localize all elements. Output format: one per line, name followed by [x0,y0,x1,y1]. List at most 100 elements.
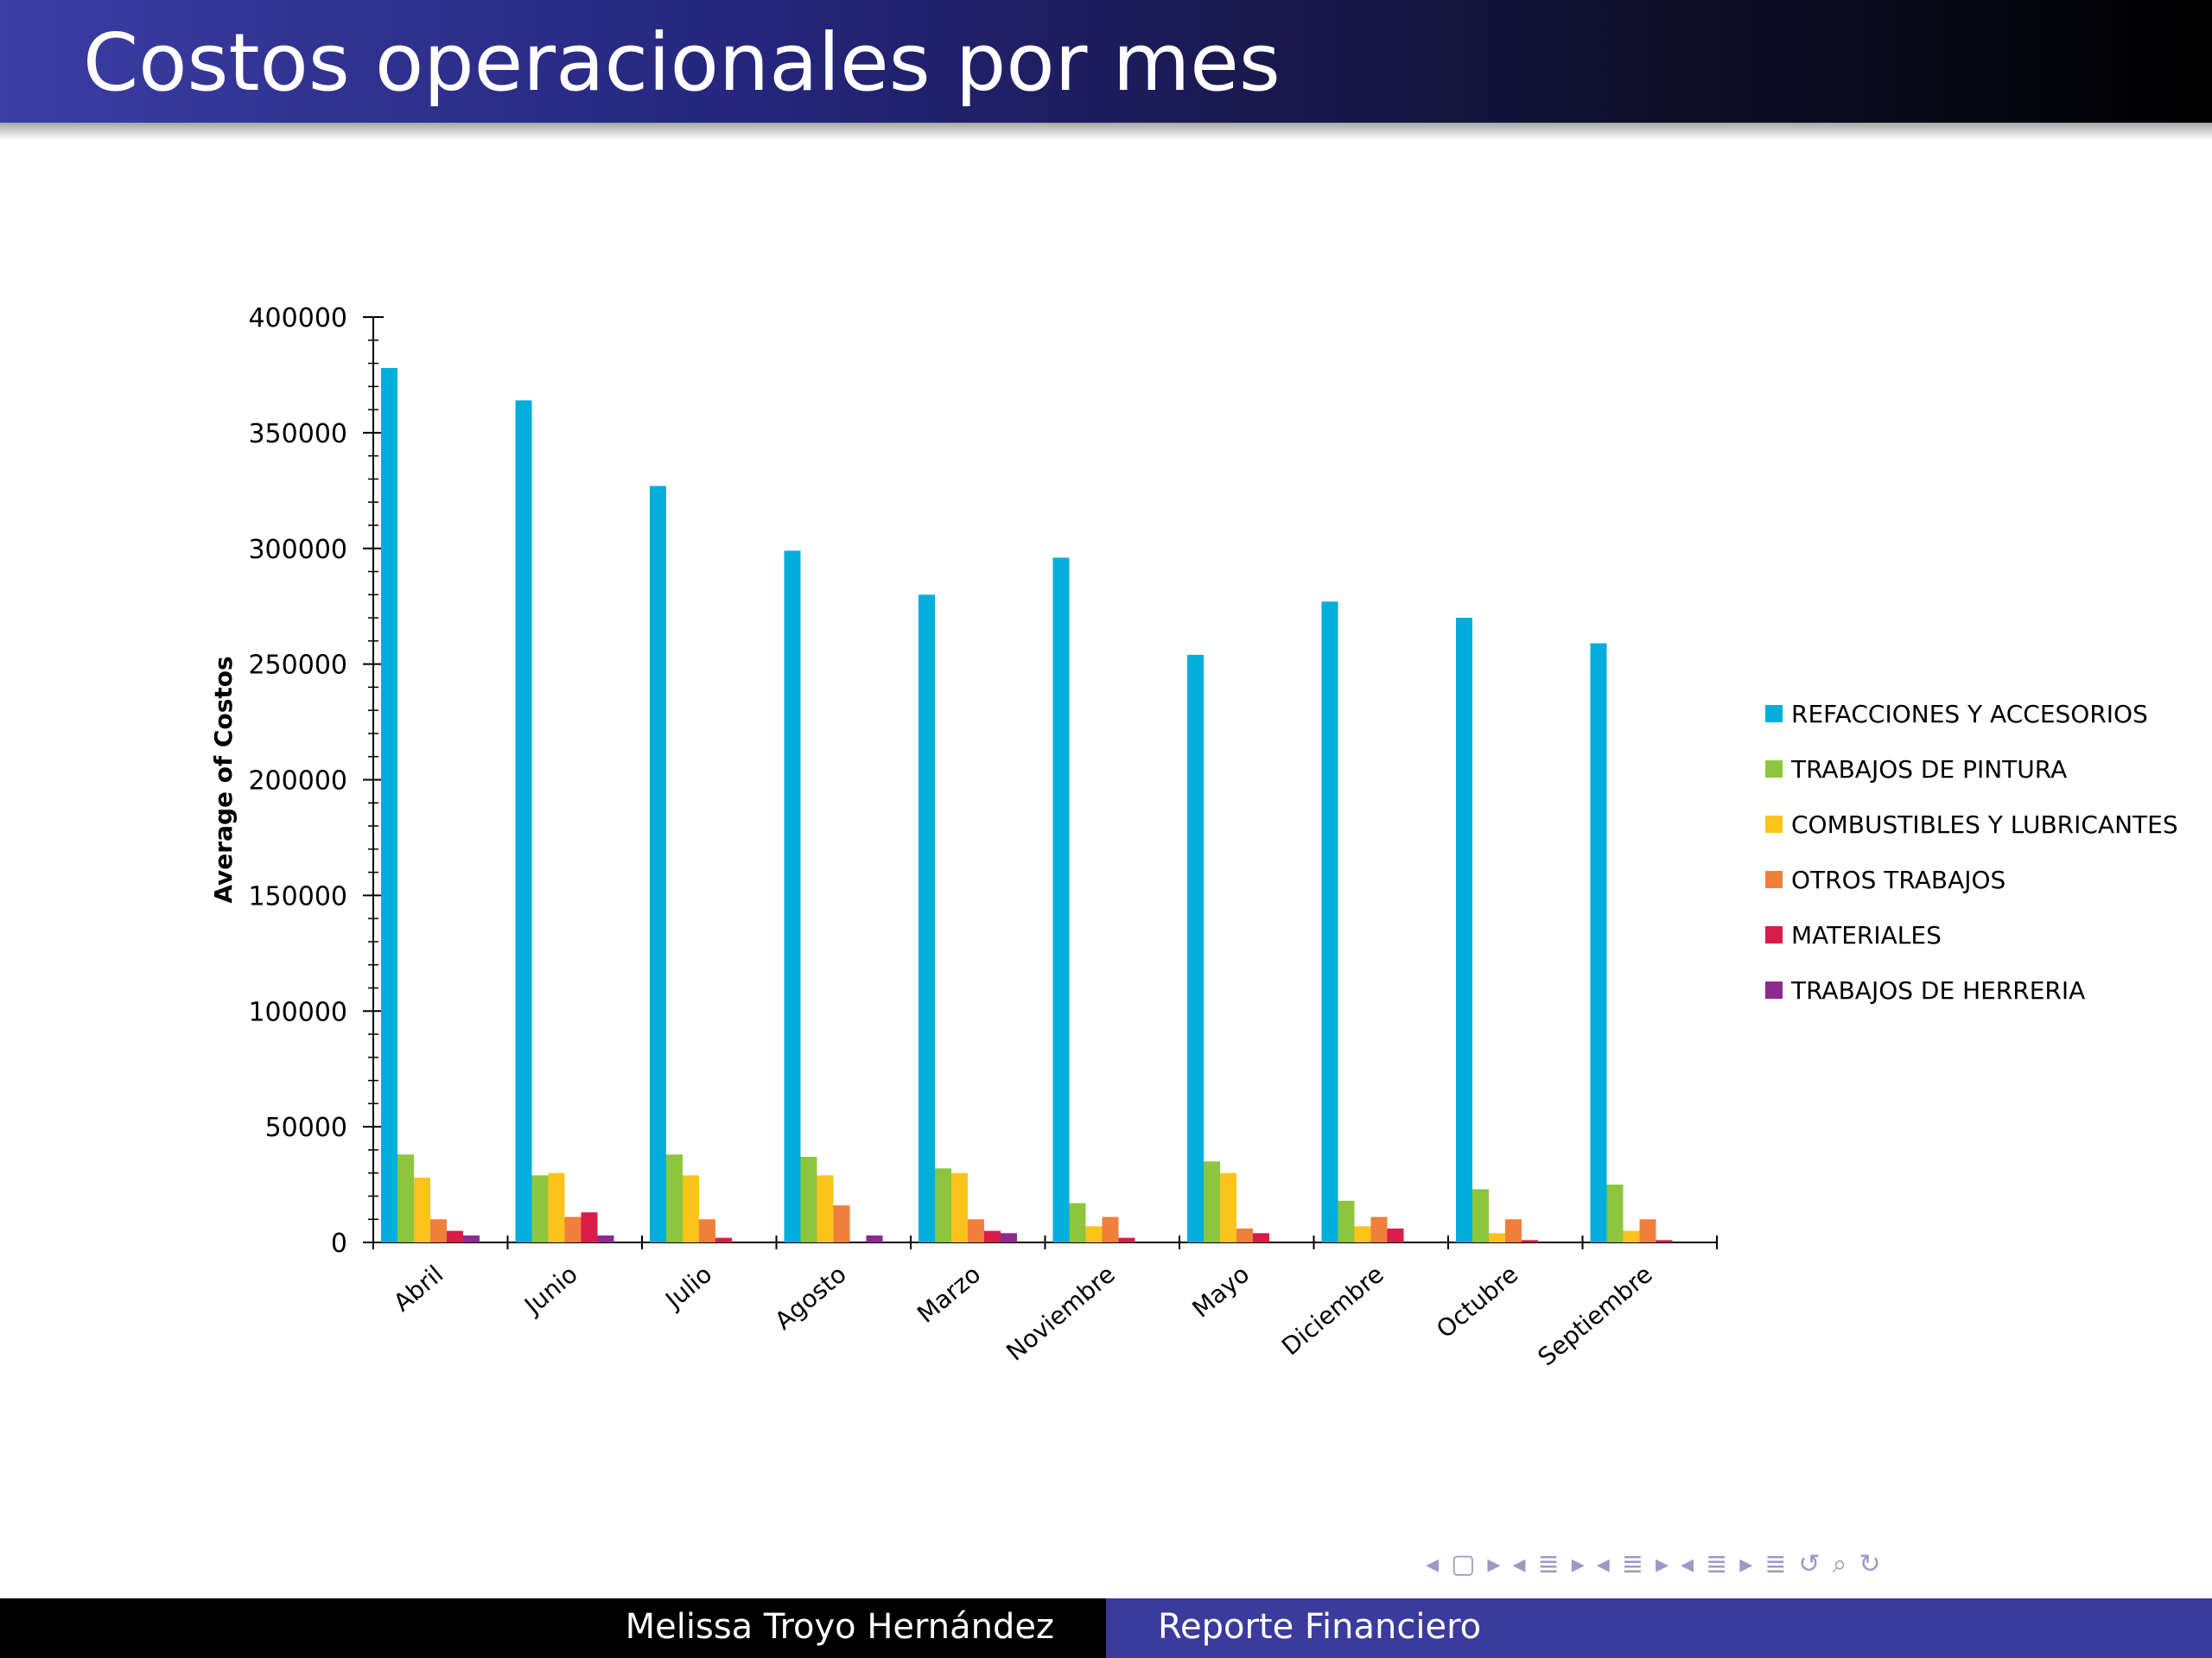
bar [666,1154,683,1242]
bar [1370,1217,1388,1242]
y-tick-label: 150000 [248,881,347,912]
x-tick-label: Mayo [1187,1260,1255,1324]
bar [715,1237,732,1242]
arrow-left-icon[interactable]: ◂ [1426,1548,1440,1579]
bar [1102,1217,1119,1242]
toc-icon[interactable]: ≣ [1764,1548,1787,1579]
navigation-bar: ◂ ▢ ▸ ◂ ≣ ▸ ◂ ≣ ▸ ◂ ≣ ▸ ≣ ↺ ⌕ ↻ [1426,1547,1881,1581]
bar [699,1219,715,1242]
bar [1253,1233,1269,1242]
y-axis-title: Average of Costos [209,656,238,903]
y-tick-label: 0 [331,1229,347,1259]
legend-label: REFACCIONES Y ACCESORIOS [1791,700,2148,728]
bar [1656,1240,1673,1242]
bar [800,1156,817,1242]
title-bar-shadow [0,123,2212,140]
bar [1187,654,1204,1242]
undo-icon[interactable]: ↺ [1798,1548,1821,1579]
bar [935,1168,951,1242]
arrow-right-icon[interactable]: ▸ [1487,1548,1501,1579]
bar [381,367,397,1242]
x-tick-label: Octubre [1431,1260,1523,1344]
x-tick-label: Noviembre [1001,1260,1120,1367]
bar [1118,1237,1135,1242]
y-tick-label: 400000 [248,303,347,334]
x-tick-label: Agosto [769,1260,851,1335]
y-tick-label: 50000 [265,1113,347,1143]
bar [683,1175,699,1242]
x-tick-label: Septiembre [1532,1260,1657,1371]
bar [1085,1226,1103,1242]
arrow-left-icon[interactable]: ◂ [1596,1548,1610,1579]
bar [447,1230,463,1242]
x-tick-label: Junio [518,1260,582,1321]
redo-icon[interactable]: ↻ [1859,1548,1881,1579]
bar [1606,1185,1624,1242]
x-tick-label: Diciembre [1276,1260,1389,1361]
y-tick-label: 100000 [248,997,347,1027]
search-icon[interactable]: ⌕ [1832,1548,1847,1579]
bar [1204,1161,1220,1242]
legend-label: OTROS TRABAJOS [1791,866,2005,894]
y-tick-label: 300000 [248,535,347,565]
legend-swatch [1765,816,1783,833]
legend-swatch [1765,705,1783,722]
bar [918,594,935,1242]
x-tick-label: Julio [659,1260,718,1315]
arrow-left-icon[interactable]: ◂ [1681,1548,1694,1579]
title-bar [0,0,2212,123]
bar [1001,1233,1017,1242]
bar [1456,618,1472,1242]
arrow-right-icon[interactable]: ▸ [1571,1548,1585,1579]
bar [866,1235,883,1242]
bar [1472,1189,1489,1242]
bar [397,1154,414,1242]
bar [1354,1226,1371,1242]
bar [1338,1200,1355,1242]
y-tick-label: 350000 [248,419,347,449]
arrow-right-icon[interactable]: ▸ [1739,1548,1753,1579]
bar [515,400,532,1242]
bar [414,1178,430,1242]
bar [984,1230,1001,1242]
slide-title: Costos operacionales por mes [83,16,1281,109]
legend-swatch [1765,760,1783,778]
y-tick-label: 250000 [248,651,347,681]
footer-author-panel: Melissa Troyo Hernández [0,1598,1106,1658]
bar [1069,1203,1086,1242]
section-icon[interactable]: ≣ [1706,1548,1728,1579]
bar [463,1235,480,1242]
arrow-right-icon[interactable]: ▸ [1655,1548,1669,1579]
legend-swatch [1765,871,1783,888]
subsection-icon[interactable]: ≣ [1537,1548,1560,1579]
bar [597,1235,614,1242]
bar [564,1217,582,1242]
frame-icon[interactable]: ▢ [1451,1548,1476,1579]
legend-label: MATERIALES [1791,921,1942,950]
y-tick-label: 200000 [248,766,347,797]
x-tick-label: Marzo [912,1260,986,1329]
footer-author: Melissa Troyo Hernández [625,1607,1054,1647]
bar [430,1219,447,1242]
bar [1623,1230,1640,1242]
bar [833,1205,850,1242]
legend-label: COMBUSTIBLES Y LUBRICANTES [1791,810,2178,839]
bar [1489,1233,1505,1242]
bar [1220,1172,1236,1242]
bar [1505,1219,1522,1242]
bar [968,1219,984,1242]
bar [650,486,666,1242]
footer-talk-title: Reporte Financiero [1158,1607,1482,1647]
bar [1236,1228,1253,1242]
bar [1522,1240,1538,1242]
legend-swatch [1765,926,1783,943]
bar [1321,601,1338,1242]
section-icon[interactable]: ≣ [1621,1548,1643,1579]
bar [1590,643,1607,1242]
bar [531,1175,549,1242]
legend-label: TRABAJOS DE HERRERIA [1790,976,2085,1005]
footer-title-panel: Reporte Financiero [1106,1598,2212,1658]
arrow-left-icon[interactable]: ◂ [1512,1548,1526,1579]
bar [784,550,801,1242]
